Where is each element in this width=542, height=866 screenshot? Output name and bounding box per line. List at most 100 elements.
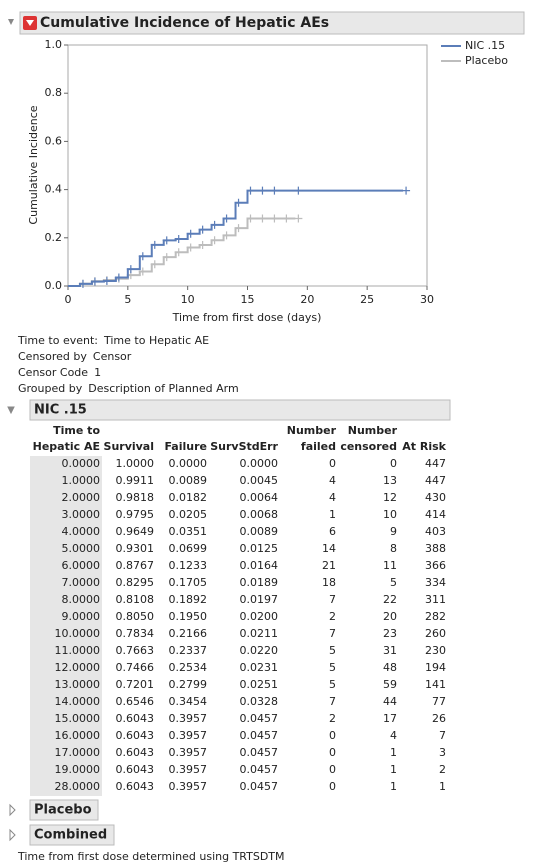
censor-mark (162, 253, 171, 262)
section-header[interactable] (29, 799, 99, 821)
info-value: 1 (94, 366, 101, 379)
table-cell: 0.0220 (240, 644, 279, 657)
table-cell: 7 (329, 593, 336, 606)
table-cell: 11.0000 (55, 644, 101, 657)
table-cell: 0.1950 (169, 610, 208, 623)
y-tick-label: 0.6 (45, 134, 63, 147)
table-cell: 13.0000 (55, 678, 101, 691)
censor-mark (138, 267, 147, 276)
table-cell: 6 (329, 525, 336, 538)
table-cell: 0.1705 (169, 576, 208, 589)
table-cell: 0.0000 (62, 457, 101, 470)
table-cell: 447 (425, 474, 446, 487)
table-cell: 20 (383, 610, 397, 623)
disclosure-icon[interactable] (9, 828, 16, 842)
censor-mark (78, 279, 87, 288)
table-cell: 0.0189 (240, 576, 279, 589)
table-cell: 4.0000 (62, 525, 101, 538)
x-tick-label: 15 (241, 293, 255, 306)
info-label: Grouped by (18, 382, 83, 395)
table-cell: 7 (329, 627, 336, 640)
y-tick-label: 0.0 (45, 279, 63, 292)
disclosure-icon[interactable] (8, 19, 14, 25)
table-cell: 0.6043 (116, 780, 155, 793)
table-cell: 1.0000 (62, 474, 101, 487)
table-cell: 0.0089 (240, 525, 279, 538)
table-cell: 10 (383, 508, 397, 521)
table-cell: 44 (383, 695, 397, 708)
censor-mark (402, 186, 411, 195)
section-header[interactable] (29, 399, 451, 421)
table-cell: 0.0045 (240, 474, 279, 487)
section-header[interactable] (29, 824, 115, 846)
table-cell: 230 (425, 644, 446, 657)
column-header: Hepatic AE (33, 440, 100, 453)
table-cell: 2.0000 (62, 491, 101, 504)
table-cell: 0.0457 (240, 746, 279, 759)
table-cell: 7.0000 (62, 576, 101, 589)
censor-mark (246, 214, 255, 223)
title-bar (19, 11, 525, 35)
table-cell: 28.0000 (55, 780, 101, 793)
censor-mark (198, 225, 207, 234)
table-cell: 0.7466 (116, 661, 155, 674)
report-title: Cumulative Incidence of Hepatic AEs (40, 15, 329, 31)
censor-mark (258, 186, 267, 195)
table-cell: 430 (425, 491, 446, 504)
table-cell: 0.3454 (169, 695, 208, 708)
table-cell: 2 (329, 712, 336, 725)
table-cell: 1 (390, 780, 397, 793)
table-cell: 1 (390, 763, 397, 776)
table-cell: 11 (383, 559, 397, 572)
table-cell: 1.0000 (116, 457, 155, 470)
table-cell: 8 (390, 542, 397, 555)
column-header: Survival (104, 440, 154, 453)
table-cell: 334 (425, 576, 446, 589)
disclosure-icon[interactable] (9, 803, 16, 817)
censor-mark (270, 214, 279, 223)
table-cell: 12 (383, 491, 397, 504)
table-cell: 0.9795 (116, 508, 155, 521)
table-cell: 1 (329, 508, 336, 521)
footnote: Time from first dose determined using TR… (17, 850, 285, 863)
censor-mark (186, 229, 195, 238)
censor-mark (102, 277, 111, 286)
table-cell: 1 (439, 780, 446, 793)
table-cell: 0.2337 (169, 644, 208, 657)
table-cell: 23 (383, 627, 397, 640)
column-header: censored (340, 440, 397, 453)
x-axis-label: Time from first dose (days) (172, 311, 322, 324)
plot-frame (67, 44, 428, 287)
x-tick-label: 30 (420, 293, 434, 306)
table-cell: 0.9818 (116, 491, 155, 504)
legend-label: NIC .15 (465, 39, 505, 52)
table-cell: 311 (425, 593, 446, 606)
table-cell: 141 (425, 678, 446, 691)
table-cell: 0.3957 (169, 712, 208, 725)
censor-mark (234, 224, 243, 233)
table-cell: 0.0457 (240, 763, 279, 776)
table-cell: 0.0699 (169, 542, 208, 555)
disclosure-icon[interactable] (7, 406, 15, 415)
table-cell: 5 (329, 661, 336, 674)
section-title: Combined (34, 828, 107, 843)
table-cell: 0.0231 (240, 661, 279, 674)
censor-mark (210, 236, 219, 245)
menu-arrow (26, 20, 34, 26)
table-cell: 403 (425, 525, 446, 538)
censor-mark (150, 260, 159, 269)
censor-mark (222, 231, 231, 240)
table-cell: 0.1892 (169, 593, 208, 606)
column-header: Time to (53, 424, 100, 437)
table-cell: 0.0125 (240, 542, 279, 555)
table-cell: 0.0200 (240, 610, 279, 623)
table-cell: 0 (329, 457, 336, 470)
y-tick-label: 0.2 (45, 231, 63, 244)
table-cell: 14 (322, 542, 336, 555)
table-cell: 0 (329, 729, 336, 742)
x-tick-label: 10 (181, 293, 195, 306)
column-header: Failure (164, 440, 207, 453)
y-tick-label: 0.8 (45, 86, 63, 99)
table-cell: 282 (425, 610, 446, 623)
table-cell: 7 (439, 729, 446, 742)
